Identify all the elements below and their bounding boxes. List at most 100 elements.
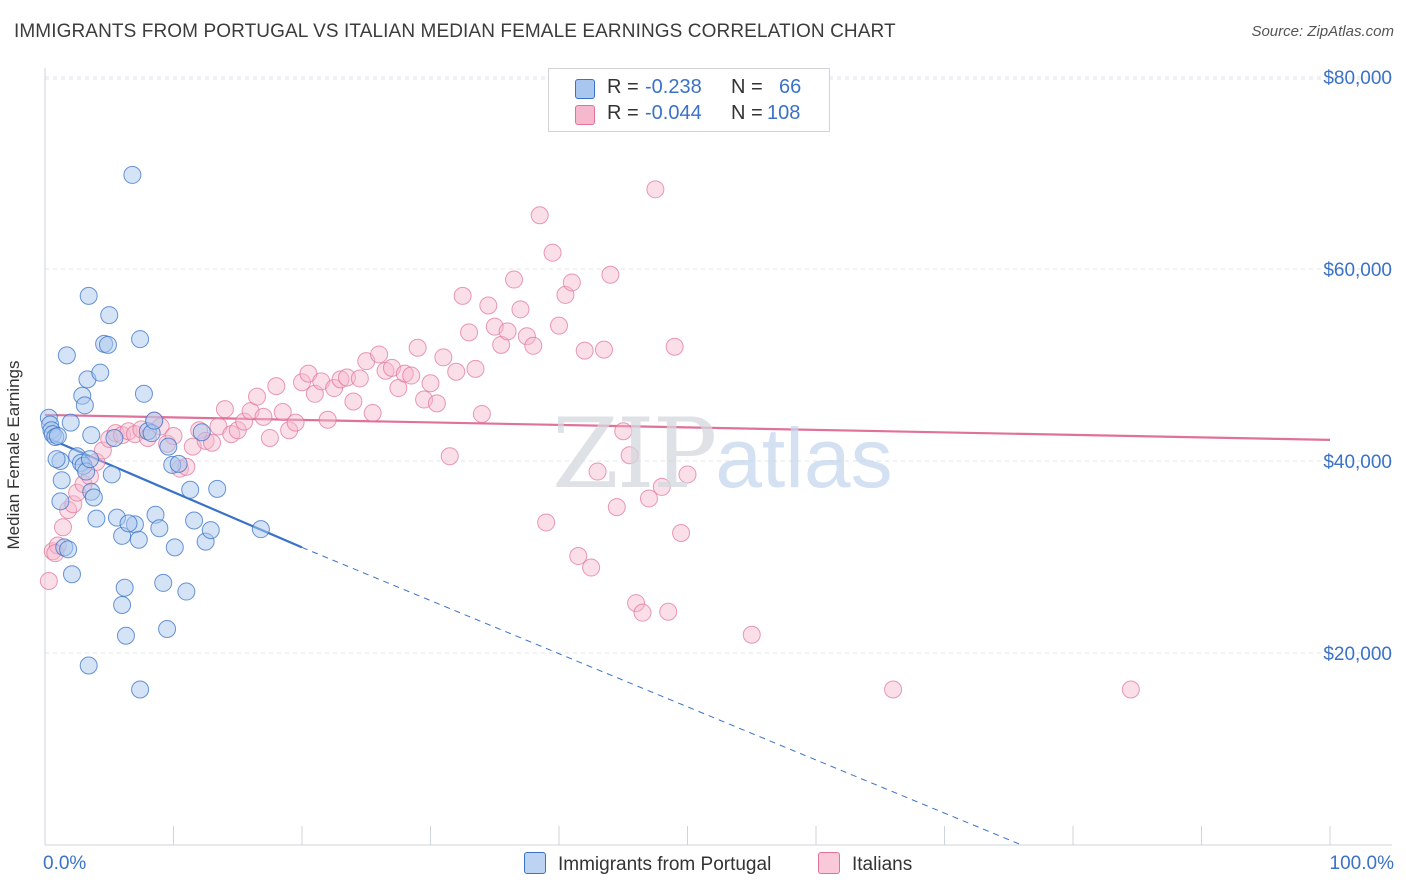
portugal-point	[169, 454, 188, 473]
portugal-point	[59, 540, 78, 559]
italians-point	[331, 370, 350, 389]
legend-n-value: 66	[779, 76, 802, 98]
portugal-point	[251, 520, 270, 539]
portugal-points	[39, 165, 270, 699]
italians-point	[511, 300, 530, 319]
chart-title: IMMIGRANTS FROM PORTUGAL VS ITALIAN MEDI…	[14, 21, 896, 42]
portugal-point	[113, 596, 132, 614]
portugal-point	[105, 428, 124, 447]
italians-point	[594, 340, 613, 359]
italians-point	[254, 407, 273, 426]
y-tick-label: $40,000	[1323, 452, 1392, 473]
italians-point	[337, 368, 356, 387]
italians-point	[524, 336, 543, 355]
italians-trend-line	[44, 413, 1331, 441]
portugal-point	[165, 538, 184, 557]
portugal-point	[52, 471, 71, 490]
portugal-point	[100, 306, 119, 325]
italians-point	[427, 394, 446, 413]
portugal-point	[116, 626, 135, 645]
italians-point	[370, 345, 389, 364]
italians-point	[402, 366, 421, 385]
portugal-point	[201, 521, 220, 540]
watermark-zip: ZIP	[552, 398, 717, 510]
portugal-point	[150, 519, 169, 538]
watermark: ZIPatlas	[552, 398, 893, 510]
italians-point	[620, 446, 639, 465]
y-tick-label: $20,000	[1323, 644, 1392, 665]
portugal-point	[119, 514, 138, 533]
italians-point	[550, 316, 568, 335]
portugal-point	[123, 165, 142, 184]
portugal-point	[84, 488, 103, 507]
bottom-legend-label: Italians	[852, 854, 913, 875]
legend-n-label: N =	[731, 76, 763, 98]
italians-point	[659, 602, 678, 621]
italians-point	[530, 206, 549, 225]
portugal-point	[48, 427, 67, 446]
italians-point	[479, 296, 498, 315]
watermark-atlas: atlas	[715, 411, 893, 505]
italians-point	[460, 323, 479, 342]
portugal-point	[185, 511, 204, 530]
italians-point	[614, 422, 633, 441]
portugal-point	[181, 480, 200, 499]
portugal-point	[131, 330, 150, 349]
italians-point	[344, 392, 363, 411]
portugal-point	[47, 450, 66, 469]
italians-point	[678, 465, 697, 484]
axes	[44, 68, 1392, 846]
italians-point	[627, 594, 646, 613]
portugal-point	[208, 479, 227, 498]
portugal-point	[91, 363, 110, 382]
italians-point	[672, 524, 691, 542]
chart-source: Source: ZipAtlas.com	[1251, 23, 1394, 40]
italians-point	[318, 410, 337, 429]
italians-point	[639, 489, 658, 508]
bottom-legend-portugal: Immigrants from Portugal	[524, 852, 771, 876]
italians-point	[395, 364, 414, 383]
portugal-point	[115, 578, 134, 597]
italians-point	[607, 498, 626, 517]
italians-point	[601, 265, 620, 284]
portugal-point	[80, 450, 99, 469]
portugal-point	[158, 620, 177, 638]
italians-point	[273, 403, 292, 422]
gridlines	[45, 76, 1392, 654]
italians-point	[652, 477, 671, 496]
italians-point	[286, 413, 305, 432]
italians-point	[884, 680, 903, 699]
italians-point	[575, 341, 594, 360]
portugal-point	[134, 384, 153, 403]
portugal-point	[61, 413, 80, 432]
italians-point	[408, 338, 427, 357]
italians-point	[53, 518, 72, 537]
italians-point	[582, 558, 601, 577]
italians-point	[434, 348, 453, 367]
italians-point	[453, 286, 472, 305]
y-tick-label: $60,000	[1323, 260, 1392, 281]
legend-row-italians: R = -0.044 N = 108	[549, 101, 829, 127]
legend-n-value: 108	[767, 102, 801, 124]
italians-point	[665, 337, 684, 356]
italians-point	[363, 404, 382, 422]
italians-point	[562, 273, 581, 292]
portugal-point	[87, 509, 106, 528]
x-tick-label: 100.0%	[1330, 853, 1395, 874]
italians-point	[267, 377, 286, 396]
italians-point	[569, 547, 588, 566]
portugal-point	[131, 680, 150, 699]
italians-point	[472, 404, 491, 423]
portugal-point	[79, 286, 98, 305]
italians-point	[742, 625, 761, 644]
tick-labels: $20,000 $40,000 $60,000 $80,000 0.0% 100.0%	[43, 68, 1394, 874]
portugal-point	[79, 656, 98, 675]
stats-legend: R = -0.238 N = 66 R = -0.044 N = 108	[548, 68, 830, 132]
legend-r-value: -0.044	[645, 102, 702, 124]
portugal-point	[75, 396, 94, 415]
portugal-point	[177, 582, 196, 601]
legend-swatch-portugal	[575, 79, 595, 99]
legend-row-portugal: R = -0.238 N = 66	[549, 75, 829, 101]
portugal-trend-extension	[301, 546, 1022, 846]
portugal-point	[192, 423, 211, 442]
